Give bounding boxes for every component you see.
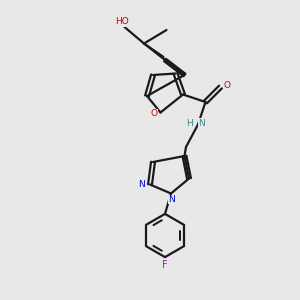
- Text: N: N: [198, 118, 205, 127]
- Text: N: N: [168, 195, 175, 204]
- Text: F: F: [162, 260, 168, 271]
- Text: HO: HO: [115, 17, 128, 26]
- Text: H: H: [186, 118, 193, 127]
- Text: O: O: [150, 110, 158, 118]
- Text: O: O: [224, 81, 231, 90]
- Text: N: N: [138, 180, 145, 189]
